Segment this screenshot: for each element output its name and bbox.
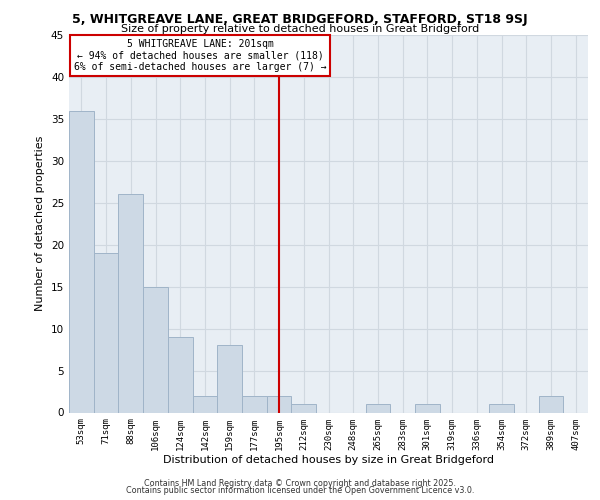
Y-axis label: Number of detached properties: Number of detached properties xyxy=(35,136,46,312)
Bar xyxy=(292,404,316,412)
Bar xyxy=(415,404,440,412)
Bar xyxy=(539,396,563,412)
Text: Contains HM Land Registry data © Crown copyright and database right 2025.: Contains HM Land Registry data © Crown c… xyxy=(144,478,456,488)
X-axis label: Distribution of detached houses by size in Great Bridgeford: Distribution of detached houses by size … xyxy=(163,455,494,465)
Text: Size of property relative to detached houses in Great Bridgeford: Size of property relative to detached ho… xyxy=(121,24,479,34)
Bar xyxy=(118,194,143,412)
Bar xyxy=(267,396,292,412)
Bar xyxy=(69,110,94,412)
Bar xyxy=(489,404,514,412)
Bar xyxy=(217,346,242,412)
Bar xyxy=(193,396,217,412)
Text: 5 WHITGREAVE LANE: 201sqm
← 94% of detached houses are smaller (118)
6% of semi-: 5 WHITGREAVE LANE: 201sqm ← 94% of detac… xyxy=(74,39,326,72)
Text: 5, WHITGREAVE LANE, GREAT BRIDGEFORD, STAFFORD, ST18 9SJ: 5, WHITGREAVE LANE, GREAT BRIDGEFORD, ST… xyxy=(72,12,528,26)
Bar xyxy=(94,253,118,412)
Text: Contains public sector information licensed under the Open Government Licence v3: Contains public sector information licen… xyxy=(126,486,474,495)
Bar xyxy=(365,404,390,412)
Bar xyxy=(143,286,168,412)
Bar xyxy=(168,337,193,412)
Bar xyxy=(242,396,267,412)
